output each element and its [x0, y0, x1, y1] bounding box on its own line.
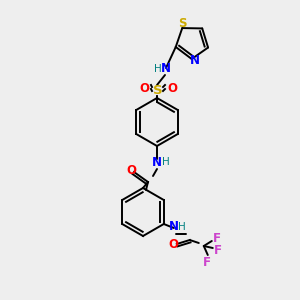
Text: O: O	[139, 82, 149, 94]
Text: N: N	[152, 155, 162, 169]
Text: F: F	[214, 244, 222, 256]
Text: N: N	[161, 62, 171, 76]
Text: F: F	[203, 256, 211, 269]
Text: H: H	[178, 222, 186, 232]
Text: S: S	[178, 16, 187, 30]
Text: H: H	[162, 157, 170, 167]
Text: H: H	[154, 64, 162, 74]
Text: O: O	[167, 82, 177, 94]
Text: S: S	[153, 83, 163, 97]
Text: N: N	[190, 55, 200, 68]
Text: N: N	[169, 220, 179, 233]
Text: O: O	[126, 164, 136, 176]
Text: O: O	[169, 238, 179, 251]
Text: F: F	[213, 232, 221, 244]
